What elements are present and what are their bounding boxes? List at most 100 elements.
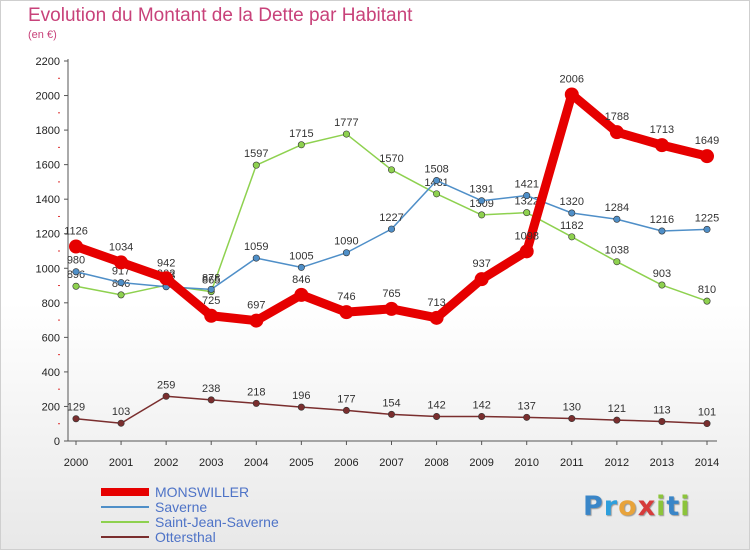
data-point <box>297 263 305 271</box>
data-point <box>342 130 350 138</box>
data-point <box>609 125 624 140</box>
legend-label: MONSWILLER <box>155 484 250 500</box>
data-label: 2006 <box>560 74 584 86</box>
data-label: 865 <box>202 275 220 287</box>
data-point <box>703 225 711 233</box>
data-label: 1098 <box>514 230 538 242</box>
data-point <box>72 282 80 290</box>
data-label: 121 <box>608 403 626 415</box>
data-label: 1320 <box>560 196 584 208</box>
data-point <box>478 412 486 420</box>
data-label: 725 <box>202 295 220 307</box>
legend-label: Ottersthal <box>155 529 216 545</box>
legend-swatch <box>101 488 149 496</box>
y-tick-label: 1800 <box>36 125 60 137</box>
x-tick-label: 2001 <box>109 457 133 469</box>
data-point <box>519 244 534 259</box>
data-label: 1216 <box>650 214 674 226</box>
data-point <box>159 271 174 286</box>
data-point <box>387 225 395 233</box>
data-label: 1649 <box>695 135 719 147</box>
data-label: 937 <box>472 258 490 270</box>
data-label: 1788 <box>605 111 629 123</box>
data-label: 113 <box>653 404 671 416</box>
data-label: 1508 <box>424 164 448 176</box>
x-tick-label: 2005 <box>289 457 313 469</box>
data-point <box>339 305 354 320</box>
data-label: 142 <box>472 399 490 411</box>
y-tick-label: 200 <box>42 401 60 413</box>
data-label: 810 <box>698 284 716 296</box>
data-label: 1777 <box>334 117 358 129</box>
data-label: 142 <box>427 399 445 411</box>
data-label: 1715 <box>289 128 313 140</box>
data-point <box>252 254 260 262</box>
data-point <box>478 197 486 205</box>
data-label: 259 <box>157 379 175 391</box>
data-point <box>429 310 444 325</box>
data-label: 177 <box>337 393 355 405</box>
data-label: 196 <box>292 390 310 402</box>
data-point <box>162 392 170 400</box>
data-point <box>568 209 576 217</box>
data-point <box>207 285 215 293</box>
data-point <box>384 301 399 316</box>
data-point <box>207 396 215 404</box>
data-label: 218 <box>247 386 265 398</box>
data-point <box>387 410 395 418</box>
x-tick-label: 2003 <box>199 457 223 469</box>
data-label: 103 <box>112 406 130 418</box>
data-point <box>564 87 579 102</box>
data-label: 980 <box>67 255 85 267</box>
data-label: 942 <box>157 257 175 269</box>
data-point <box>342 249 350 257</box>
y-tick-label: 1400 <box>36 194 60 206</box>
data-label: 1034 <box>109 241 133 253</box>
data-point <box>523 192 531 200</box>
x-tick-label: 2004 <box>244 457 268 469</box>
data-label: 129 <box>67 402 85 414</box>
y-tick-label: 2200 <box>36 56 60 68</box>
y-tick-label: 600 <box>42 332 60 344</box>
data-label: 1227 <box>379 212 403 224</box>
data-label: 746 <box>337 291 355 303</box>
y-tick-label: 400 <box>42 367 60 379</box>
data-point <box>478 211 486 219</box>
data-point <box>252 161 260 169</box>
data-label: 1391 <box>469 184 493 196</box>
x-tick-label: 2012 <box>605 457 629 469</box>
chart-title: Evolution du Montant de la Dette par Hab… <box>28 5 413 26</box>
data-point <box>654 138 669 153</box>
data-label: 130 <box>563 402 581 414</box>
data-point <box>568 415 576 423</box>
legend-label: Saint-Jean-Saverne <box>155 514 279 530</box>
y-tick-label: 0 <box>54 436 60 448</box>
data-label: 697 <box>247 300 265 312</box>
data-point <box>72 268 80 276</box>
y-tick-label: 1200 <box>36 229 60 241</box>
data-label: 1713 <box>650 124 674 136</box>
data-point <box>114 255 129 270</box>
data-point <box>613 215 621 223</box>
y-tick-label: 800 <box>42 298 60 310</box>
x-tick-label: 2009 <box>469 457 493 469</box>
x-tick-label: 2010 <box>514 457 538 469</box>
data-label: 1225 <box>695 212 719 224</box>
chart-subtitle: (en €) <box>28 29 57 41</box>
x-tick-label: 2014 <box>695 457 719 469</box>
data-point <box>433 177 441 185</box>
data-point <box>294 287 309 302</box>
data-label: 1182 <box>560 220 584 232</box>
legend-label: Saverne <box>155 499 208 515</box>
data-label: 101 <box>698 407 716 419</box>
data-point <box>297 403 305 411</box>
legend-swatch <box>101 521 149 523</box>
data-point <box>433 190 441 198</box>
x-tick-label: 2006 <box>334 457 358 469</box>
data-point <box>252 399 260 407</box>
x-tick-label: 2011 <box>560 457 584 469</box>
y-tick-label: 1600 <box>36 160 60 172</box>
data-point <box>433 412 441 420</box>
